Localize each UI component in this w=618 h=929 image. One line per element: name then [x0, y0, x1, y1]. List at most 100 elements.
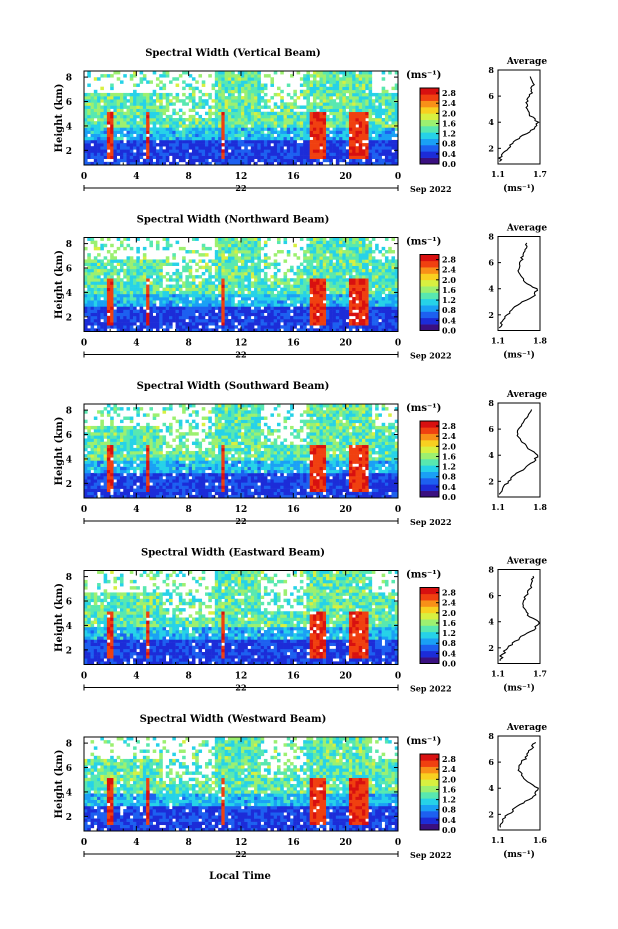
heatmap-cell — [100, 143, 104, 147]
heatmap-cell — [97, 155, 101, 160]
heatmap-cell — [90, 127, 95, 131]
heatmap-cell — [247, 99, 252, 103]
heatmap-cell — [267, 149, 271, 153]
heatmap-cell — [326, 71, 330, 75]
heatmap-cell — [139, 306, 144, 310]
heatmap-cell — [152, 121, 157, 125]
heatmap-cell — [188, 114, 193, 119]
heatmap-cell — [283, 111, 288, 116]
heatmap-cell — [260, 114, 265, 119]
heatmap-cell — [391, 237, 396, 241]
heatmap-cell — [165, 105, 170, 109]
heatmap-cell — [211, 297, 216, 301]
heatmap-cell — [208, 149, 212, 153]
heatmap-cell — [394, 139, 399, 144]
heatmap-cell — [195, 293, 199, 298]
heatmap-cell — [90, 435, 95, 439]
heatmap-cell — [106, 284, 111, 288]
heatmap-cell — [97, 476, 101, 480]
heatmap-cell — [371, 121, 376, 125]
heatmap-cell — [188, 281, 193, 285]
heatmap-cell — [110, 86, 114, 91]
heatmap-cell — [345, 102, 350, 106]
heatmap-cell — [322, 303, 327, 307]
heatmap-cell — [227, 312, 232, 317]
heatmap-cell — [388, 118, 392, 122]
heatmap-cell — [133, 297, 137, 301]
heatmap-cell — [362, 237, 366, 241]
heatmap-cell — [103, 325, 108, 329]
heatmap-cell — [267, 127, 271, 131]
heatmap-cell — [247, 250, 252, 254]
heatmap-cell — [365, 99, 369, 103]
heatmap-cell — [384, 275, 389, 279]
heatmap-cell — [116, 121, 121, 125]
heatmap-cell — [195, 118, 199, 122]
heatmap-cell — [119, 290, 124, 295]
heatmap-cell — [224, 303, 229, 307]
heatmap-cell — [237, 268, 242, 273]
heatmap-cell — [335, 114, 340, 119]
heatmap-cell — [224, 136, 229, 141]
heatmap-cell — [286, 92, 291, 97]
heatmap-cell — [116, 306, 121, 310]
heatmap-cell — [110, 146, 114, 150]
heatmap-cell — [175, 77, 180, 81]
heatmap-cell — [303, 253, 307, 257]
heatmap-cell — [195, 136, 199, 141]
heatmap-cell — [309, 303, 314, 307]
heatmap-cell — [224, 114, 229, 119]
heatmap-cell — [195, 143, 199, 147]
heatmap-cell — [378, 161, 382, 166]
heatmap-cell — [348, 259, 353, 263]
heatmap-cell — [106, 309, 111, 313]
heatmap-cell — [394, 325, 399, 329]
heatmap-cell — [185, 290, 189, 295]
heatmap-cell — [250, 300, 255, 304]
heatmap-cell — [142, 309, 147, 313]
heatmap-cell — [116, 303, 121, 307]
heatmap-cell — [113, 152, 118, 156]
heatmap-cell — [221, 155, 225, 160]
heatmap-cell — [231, 240, 235, 245]
heatmap-cell — [178, 315, 183, 320]
heatmap-cell — [119, 268, 124, 273]
heatmap-cell — [342, 118, 346, 122]
heatmap-cell — [355, 240, 360, 245]
heatmap-cell — [257, 259, 261, 263]
heatmap-cell — [191, 136, 196, 141]
heatmap-cell — [221, 262, 225, 266]
heatmap-cell — [178, 287, 183, 292]
heatmap-cell — [257, 139, 261, 144]
heatmap-cell — [368, 284, 373, 288]
heatmap-cell — [263, 136, 268, 141]
heatmap-cell — [316, 127, 320, 131]
heatmap-cell — [306, 71, 310, 75]
heatmap-cell — [270, 83, 275, 87]
heatmap-cell — [365, 290, 369, 295]
heatmap-cell — [296, 293, 301, 298]
heatmap-cell — [231, 300, 235, 304]
heatmap — [84, 71, 399, 166]
heatmap-cell — [381, 146, 386, 150]
heatmap-cell — [241, 259, 245, 263]
heatmap-cell — [394, 92, 399, 97]
heatmap-cell — [208, 118, 212, 122]
heatmap-cell — [263, 139, 268, 144]
heatmap-cell — [244, 253, 248, 257]
heatmap-cell — [332, 256, 337, 260]
heatmap-cell — [84, 479, 88, 483]
heatmap-cell — [241, 143, 245, 147]
heatmap-cell — [263, 161, 268, 166]
heatmap-cell — [362, 92, 366, 97]
heatmap-cell — [254, 250, 258, 254]
heatmap-cell — [211, 111, 216, 116]
heatmap-cell — [381, 158, 386, 163]
heatmap-cell — [306, 259, 310, 263]
heatmap-cell — [87, 494, 91, 499]
heatmap-cell — [319, 136, 324, 141]
y-tick-label: 2 — [66, 147, 72, 157]
heatmap-cell — [378, 300, 382, 304]
heatmap-cell — [227, 306, 232, 310]
heatmap-cell — [250, 124, 255, 128]
